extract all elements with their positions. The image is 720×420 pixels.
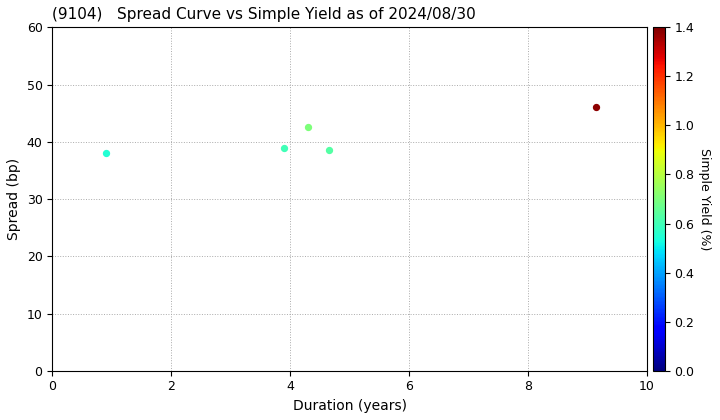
Point [100,150,112,157]
Point [302,124,314,131]
Point [323,147,335,154]
Y-axis label: Spread (bp): Spread (bp) [7,158,21,240]
X-axis label: Duration (years): Duration (years) [292,399,407,413]
Point [590,104,602,111]
Text: (9104)   Spread Curve vs Simple Yield as of 2024/08/30: (9104) Spread Curve vs Simple Yield as o… [53,7,476,22]
Y-axis label: Simple Yield (%): Simple Yield (%) [698,148,711,250]
Point [279,144,290,151]
